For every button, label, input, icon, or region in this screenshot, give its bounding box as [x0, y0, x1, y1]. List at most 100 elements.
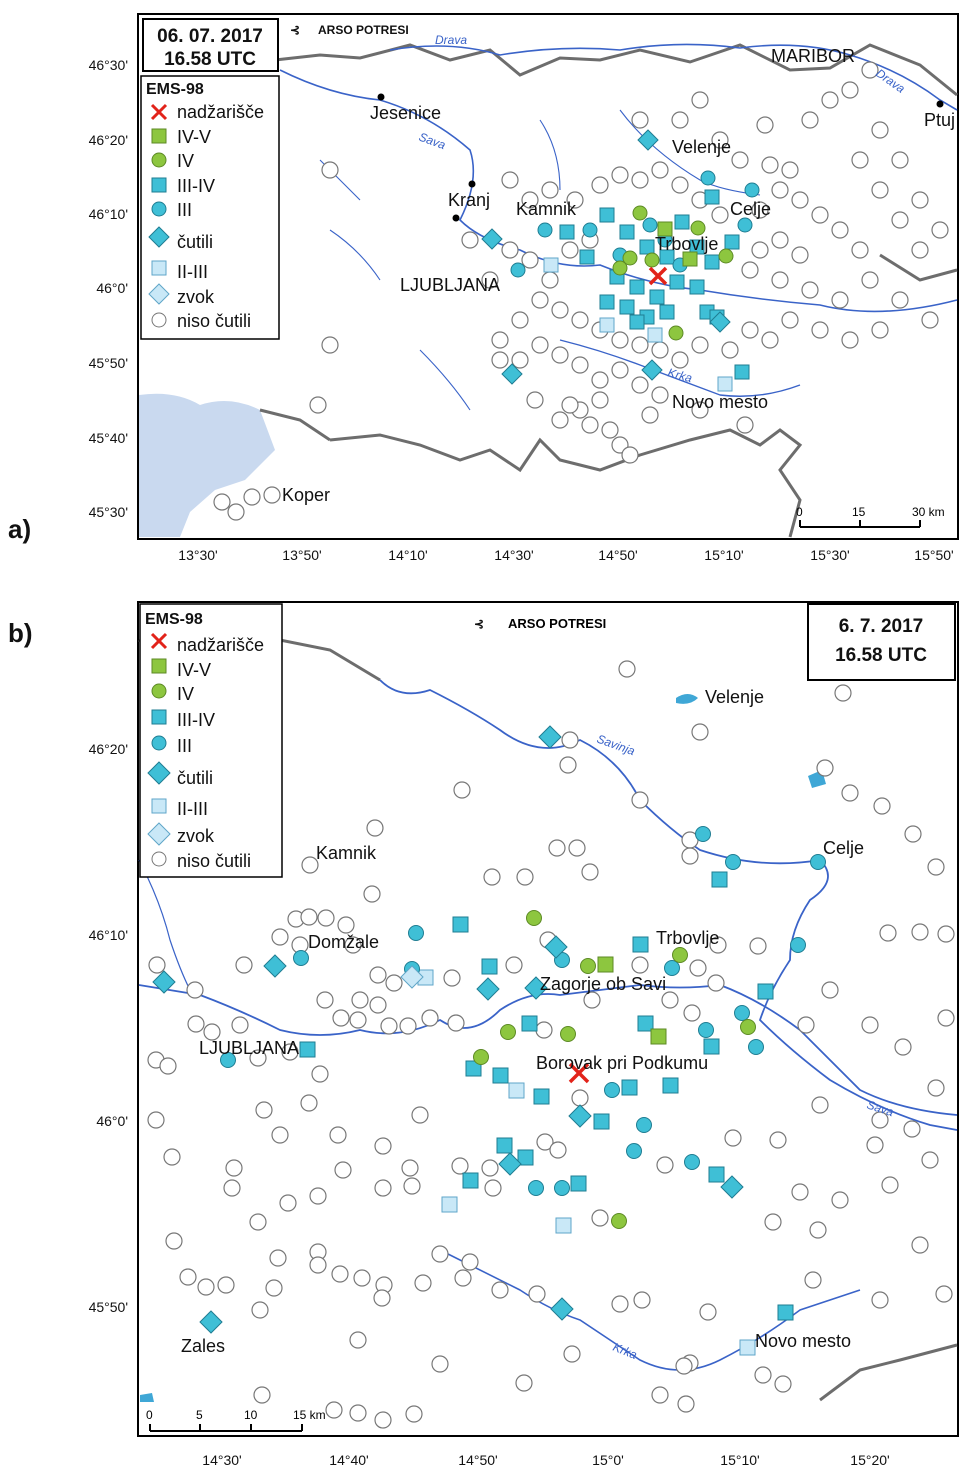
border-south-a — [329, 428, 803, 538]
legend-item: zvok — [177, 287, 215, 307]
epicenter-b — [568, 1062, 590, 1084]
legend-item: II-III — [177, 799, 208, 819]
legend-b-symbols — [147, 632, 171, 867]
lat-tick: 46°30' — [89, 57, 128, 73]
lake-sw — [140, 1393, 154, 1402]
lake-velenje — [676, 694, 698, 704]
lat-tick: 46°10' — [89, 206, 128, 222]
legend-item: III-IV — [177, 176, 215, 196]
map-a: MARIBOR Jesenice Ptuj Velenje Kranj Kamn… — [139, 18, 958, 538]
city-label: Trbovlje — [656, 928, 719, 948]
arso-logo-icon: ⊰ — [474, 617, 484, 631]
river-label: Drava — [435, 33, 467, 47]
city-dots-a — [377, 93, 944, 222]
city-label: Jesenice — [370, 103, 441, 123]
legend-item: zvok — [177, 826, 215, 846]
river-krka-a — [559, 339, 801, 397]
city-label: Borovak pri Podkumu — [536, 1053, 708, 1073]
not-felt-points-a — [213, 61, 949, 521]
lat-tick: 45°30' — [89, 504, 128, 520]
city-label: Zales — [181, 1336, 225, 1356]
scale-label: 10 — [244, 1408, 258, 1422]
legend-item: IV-V — [177, 660, 211, 680]
river-savinja-b — [379, 679, 958, 1131]
legend-item: III-IV — [177, 710, 215, 730]
lon-ticks-b: 14°30' 14°40' 14°50' 15°0' 15°10' 15°20' — [202, 1452, 889, 1468]
lon-tick: 13°30' — [178, 547, 217, 563]
city-label: Koper — [282, 485, 330, 505]
arso-logo-icon: ⊰ — [290, 23, 300, 37]
river-krka-b — [439, 1249, 861, 1371]
legend-item: nadžarišče — [177, 102, 264, 122]
legend-item: čutili — [177, 232, 213, 252]
city-label: Kranj — [448, 190, 490, 210]
lon-ticks-a: 13°30' 13°50' 14°10' 14°30' 14°50' 15°10… — [178, 547, 953, 563]
scale-label: 5 — [196, 1408, 203, 1422]
date-box-b — [807, 603, 956, 681]
scale-bar-b — [149, 1424, 303, 1432]
time-b: 16.58 UTC — [835, 645, 927, 666]
city-label: LJUBLJANA — [400, 275, 500, 295]
lon-tick: 14°50' — [598, 547, 637, 563]
felt-points-b — [152, 725, 826, 1356]
lon-tick: 14°10' — [388, 547, 427, 563]
logo-text: ARSO POTRESI — [318, 23, 409, 37]
city-label: Novo mesto — [755, 1331, 851, 1351]
border-b-se — [819, 1343, 958, 1402]
date-b: 6. 7. 2017 — [839, 616, 924, 637]
legend-item: IV — [177, 151, 194, 171]
lon-tick: 15°30' — [810, 547, 849, 563]
lat-tick: 45°50' — [89, 1299, 128, 1315]
legend-item: III — [177, 200, 192, 220]
legend-item: niso čutili — [177, 851, 251, 871]
lat-tick: 46°0' — [96, 1113, 128, 1129]
not-felt-points-b — [147, 660, 955, 1429]
border-east-a — [879, 253, 958, 282]
lon-tick: 14°30' — [202, 1452, 241, 1468]
time-a: 16.58 UTC — [164, 49, 256, 70]
lon-tick: 15°10' — [720, 1452, 759, 1468]
river-tributary-b — [138, 859, 191, 991]
legend-item: III — [177, 736, 192, 756]
lon-tick: 15°10' — [704, 547, 743, 563]
lat-tick: 45°50' — [89, 355, 128, 371]
logo-text: ARSO POTRESI — [508, 616, 606, 631]
legend-title: EMS-98 — [145, 611, 203, 628]
lon-tick: 14°30' — [494, 547, 533, 563]
lat-ticks-b: 46°20' 46°10' 46°0' 45°50' — [89, 741, 128, 1315]
city-label: Kamnik — [516, 199, 577, 219]
legend-a-symbols — [148, 103, 170, 328]
lat-tick: 45°40' — [89, 430, 128, 446]
felt-points-a — [481, 129, 760, 392]
lat-tick: 46°20' — [89, 132, 128, 148]
legend-item: nadžarišče — [177, 635, 264, 655]
river-label: Krka — [666, 365, 694, 385]
river-drava-a — [389, 43, 958, 111]
legend-item: niso čutili — [177, 311, 251, 331]
panel-b-label: b) — [8, 618, 33, 648]
scale-label: 15 km — [293, 1408, 326, 1422]
border-west-a — [259, 408, 331, 442]
epicenter-a — [648, 266, 668, 286]
scale-label: 0 — [146, 1408, 153, 1422]
legend-item: IV-V — [177, 127, 211, 147]
scale-label: 30 km — [912, 505, 945, 519]
legend-item: II-III — [177, 262, 208, 282]
city-label: Zagorje ob Savi — [540, 974, 666, 994]
lon-tick: 15°20' — [850, 1452, 889, 1468]
lon-tick: 15°50' — [914, 547, 953, 563]
scale-bar-a — [799, 520, 921, 528]
lat-tick: 46°10' — [89, 927, 128, 943]
legend-item: čutili — [177, 768, 213, 788]
city-label: Domžale — [308, 932, 379, 952]
lat-tick: 46°20' — [89, 741, 128, 757]
city-label: Celje — [823, 838, 864, 858]
sea-a — [139, 393, 275, 537]
date-box-a — [142, 18, 279, 72]
city-label: Celje — [730, 199, 771, 219]
lon-tick: 13°50' — [282, 547, 321, 563]
date-a: 06. 07. 2017 — [157, 26, 263, 47]
city-label: Trbovlje — [655, 234, 718, 254]
lat-ticks-a: 46°30' 46°20' 46°10' 46°0' 45°50' 45°40'… — [89, 57, 128, 520]
